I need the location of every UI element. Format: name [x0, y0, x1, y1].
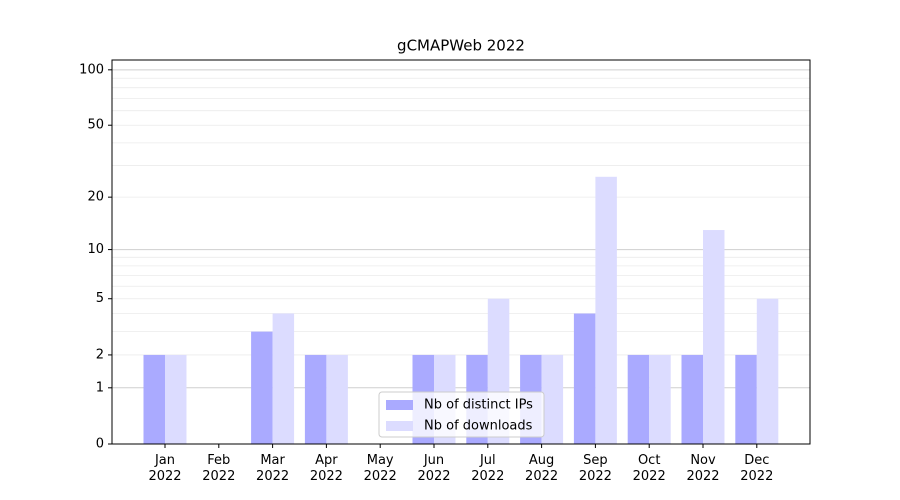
legend: Nb of distinct IPs Nb of downloads	[378, 391, 545, 438]
y-tick-label: 100	[79, 62, 104, 77]
x-tick-label: Jun 2022	[417, 453, 451, 484]
x-tick-label: Mar 2022	[256, 453, 290, 484]
bar	[627, 354, 650, 444]
y-tick-label: 2	[96, 347, 104, 362]
x-tick-label: Apr 2022	[309, 453, 343, 484]
plot-frame	[111, 59, 811, 445]
bar	[649, 354, 671, 444]
x-tick-label: Nov 2022	[686, 453, 720, 484]
bar	[326, 354, 348, 444]
x-tick-label: Dec 2022	[740, 453, 774, 484]
bar	[272, 313, 295, 444]
bar	[304, 354, 327, 444]
bar	[681, 354, 703, 444]
legend-box	[378, 391, 545, 438]
bar	[573, 313, 596, 444]
y-tick-label: 0	[96, 437, 104, 452]
bar	[756, 298, 779, 444]
y-tick-label: 50	[87, 118, 104, 133]
bar	[541, 354, 564, 444]
bar	[143, 354, 165, 444]
legend-label: Nb of distinct IPs	[424, 398, 533, 413]
legend-swatch	[386, 421, 413, 431]
bar	[595, 176, 617, 444]
chart-title: gCMAPWeb 2022	[397, 37, 525, 55]
legend-label: Nb of downloads	[424, 419, 533, 434]
x-tick-label: Feb 2022	[202, 453, 236, 484]
x-tick-label: Jan 2022	[148, 453, 182, 484]
bar	[735, 354, 757, 444]
legend-swatch	[386, 400, 413, 410]
x-tick-label: Oct 2022	[632, 453, 666, 484]
bar	[251, 331, 273, 444]
x-tick-label: Aug 2022	[525, 453, 559, 484]
y-tick-label: 1	[96, 380, 104, 395]
x-tick-label: Sep 2022	[578, 453, 612, 484]
bar	[165, 354, 187, 444]
bar	[703, 230, 725, 444]
x-tick-label: May 2022	[363, 453, 397, 484]
y-tick-label: 5	[96, 291, 104, 306]
y-tick-label: 10	[87, 242, 104, 257]
x-tick-label: Jul 2022	[471, 453, 505, 484]
y-tick-label: 20	[87, 190, 104, 205]
